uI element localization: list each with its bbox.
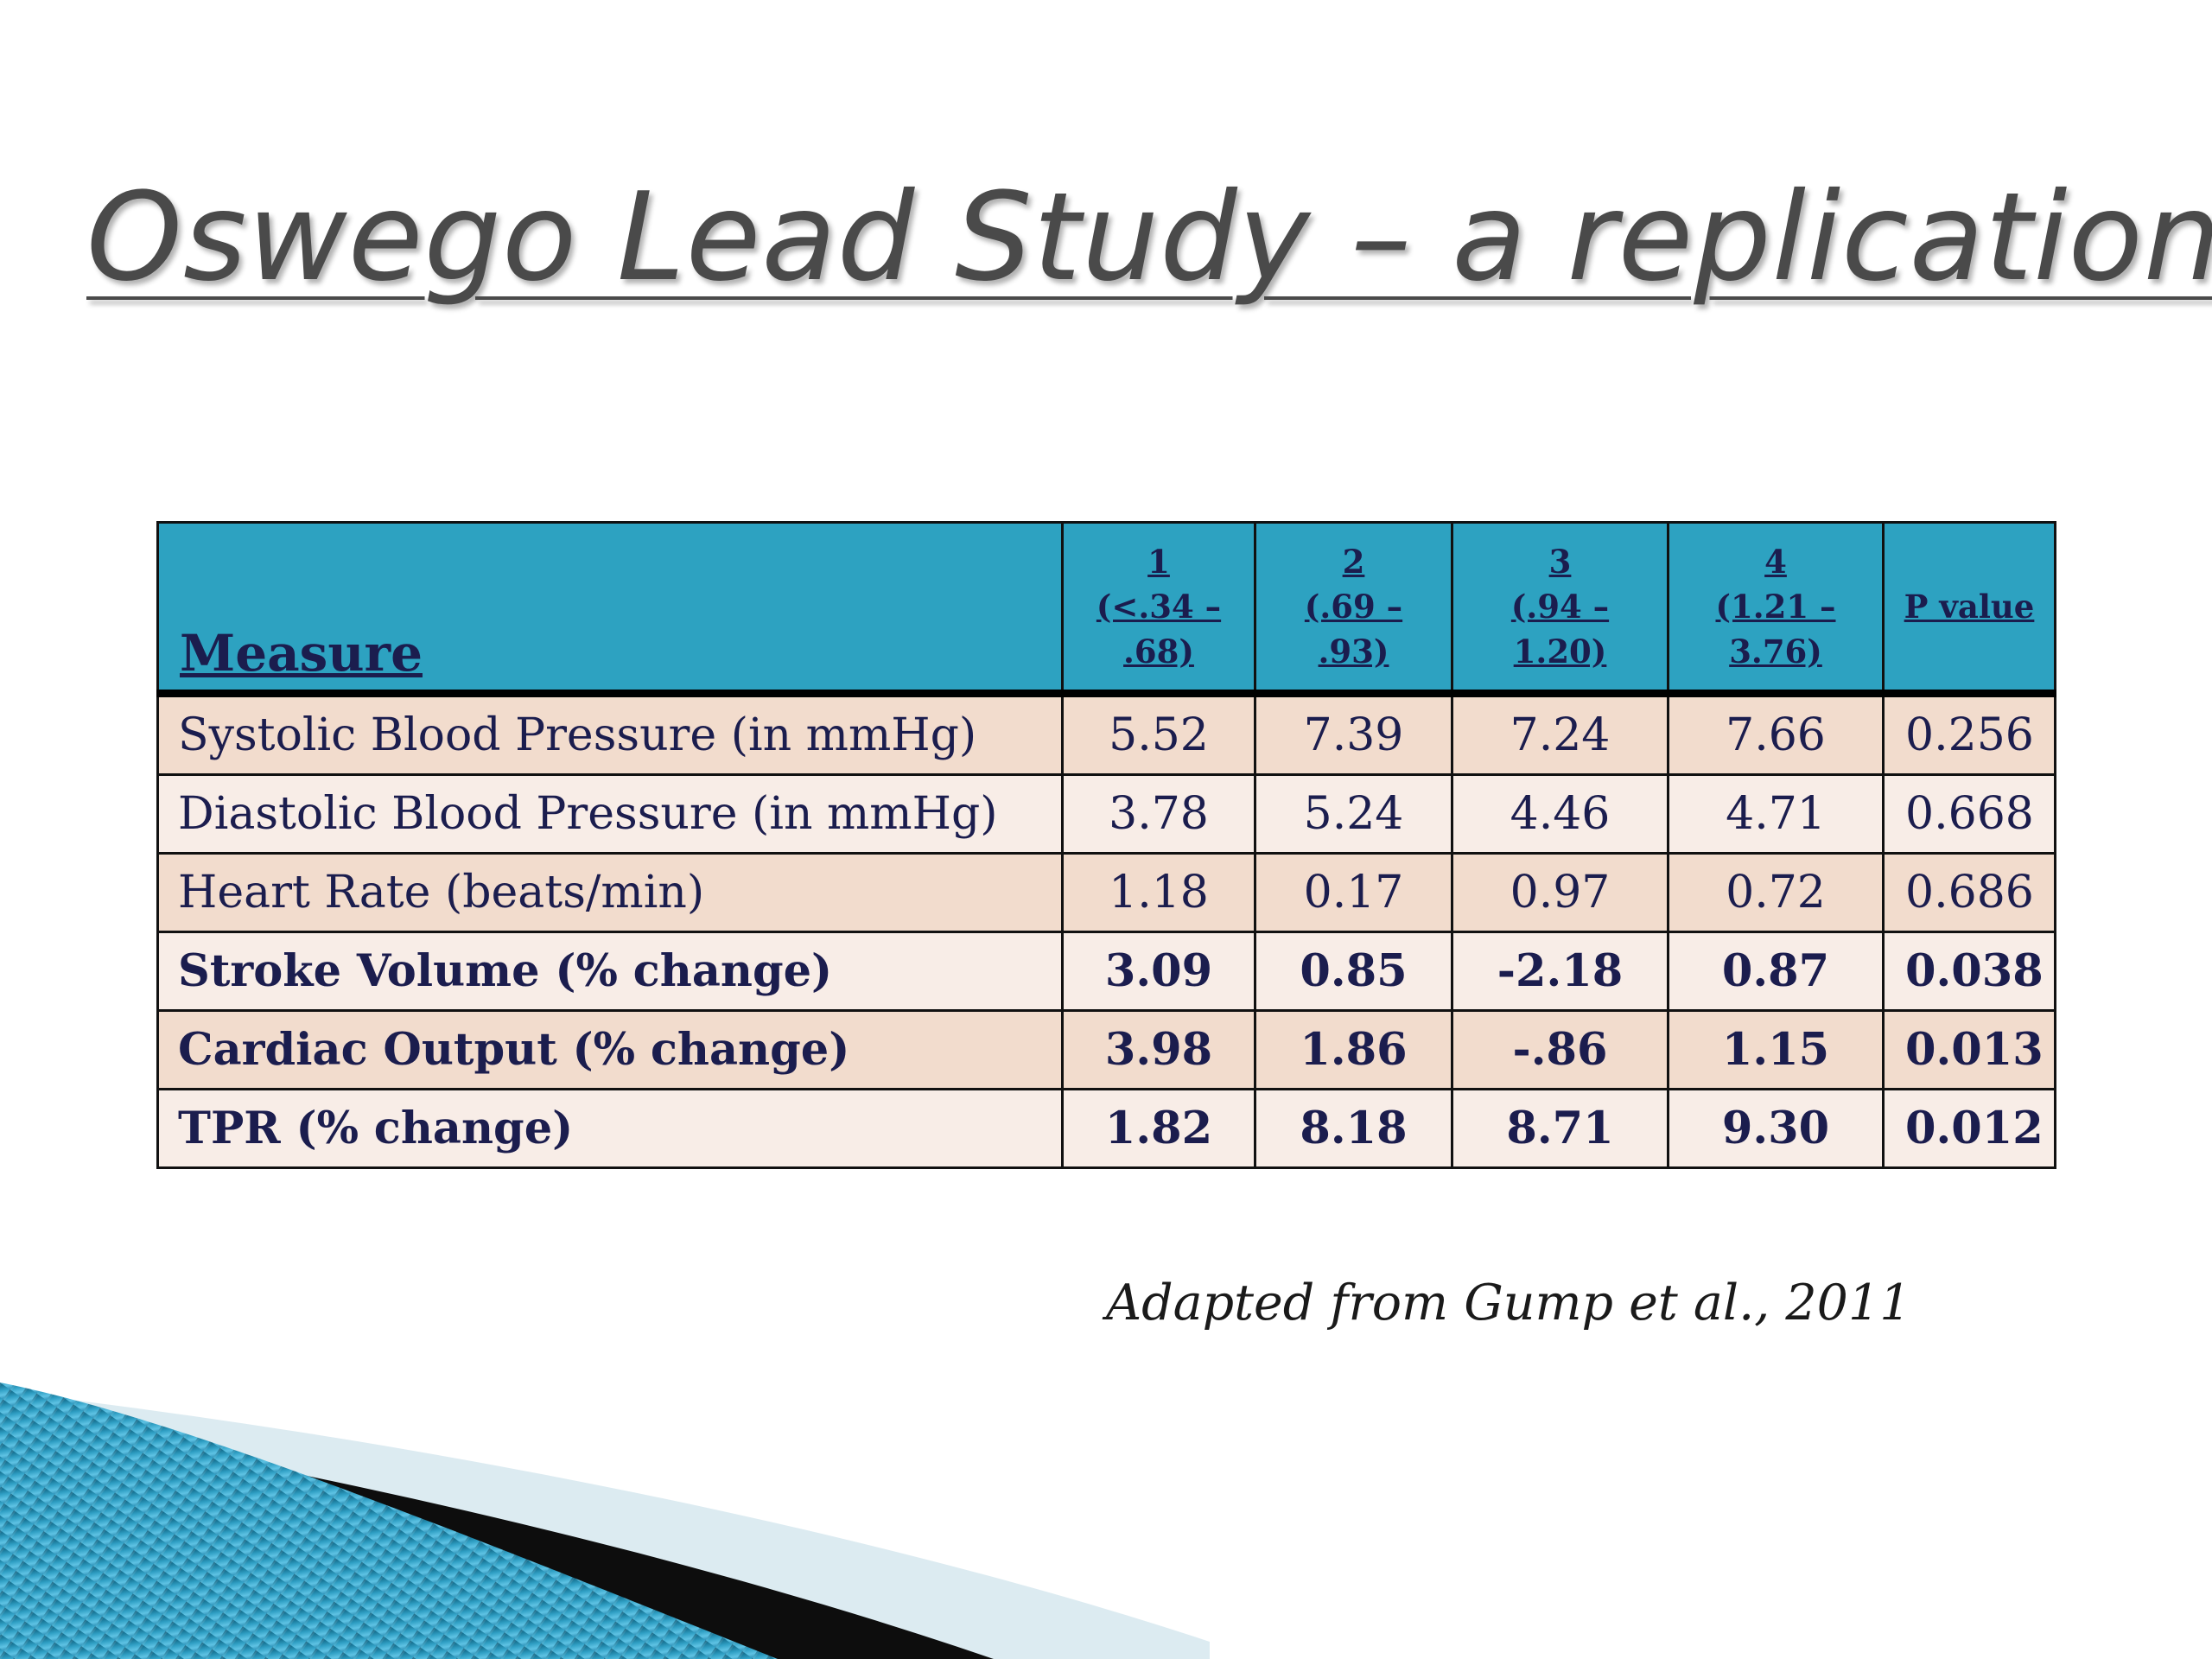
header-quartile-4-range-start: (1.21 – [1715, 588, 1836, 626]
header-quartile-3-number: 3 [1548, 543, 1572, 581]
p-value-cell: 0.256 [1882, 692, 2056, 776]
table-row: Stroke Volume (% change) 3.09 0.85 -2.18… [156, 931, 2056, 1012]
quartile-2-cell: 8.18 [1254, 1088, 1453, 1169]
quartile-3-cell: 4.46 [1451, 773, 1669, 855]
p-value-cell: 0.038 [1882, 931, 2056, 1012]
header-quartile-1-range-end: .68) [1123, 632, 1194, 671]
quartile-2-cell: 0.85 [1254, 931, 1453, 1012]
table-row: TPR (% change) 1.82 8.18 8.71 9.30 0.012 [156, 1088, 2056, 1169]
quartile-3-cell: 0.97 [1451, 852, 1669, 933]
quartile-4-cell: 7.66 [1667, 692, 1885, 776]
p-value-cell: 0.012 [1882, 1088, 2056, 1169]
header-quartile-4-number: 4 [1764, 543, 1787, 581]
header-measure: Measure [156, 521, 1064, 695]
p-value-cell: 0.013 [1882, 1009, 2056, 1090]
quartile-3-cell: -.86 [1451, 1009, 1669, 1090]
quartile-4-cell: 0.87 [1667, 931, 1885, 1012]
header-quartile-4: 4 (1.21 – 3.76) [1667, 521, 1885, 695]
quartile-2-cell: 1.86 [1254, 1009, 1453, 1090]
p-value-cell: 0.668 [1882, 773, 2056, 855]
quartile-4-cell: 1.15 [1667, 1009, 1885, 1090]
slide-title: Oswego Lead Study – a replication! [86, 167, 2212, 308]
quartile-2-cell: 5.24 [1254, 773, 1453, 855]
quartile-1-cell: 3.09 [1061, 931, 1256, 1012]
p-value-cell: 0.686 [1882, 852, 2056, 933]
quartile-2-cell: 0.17 [1254, 852, 1453, 933]
header-measure-label: Measure [180, 624, 423, 683]
quartile-3-cell: -2.18 [1451, 931, 1669, 1012]
header-quartile-1-number: 1 [1147, 543, 1170, 581]
table-row: Heart Rate (beats/min) 1.18 0.17 0.97 0.… [156, 852, 2056, 933]
quartile-4-cell: 9.30 [1667, 1088, 1885, 1169]
quartile-1-cell: 5.52 [1061, 692, 1256, 776]
header-p-value-label: P value [1904, 588, 2035, 626]
table-row: Cardiac Output (% change) 3.98 1.86 -.86… [156, 1009, 2056, 1090]
wave-blue-band [0, 1382, 778, 1659]
quartile-4-cell: 4.71 [1667, 773, 1885, 855]
source-credit: Adapted from Gump et al., 2011 [1106, 1274, 1911, 1332]
header-quartile-4-range-end: 3.76) [1729, 632, 1822, 671]
quartile-1-cell: 1.18 [1061, 852, 1256, 933]
quartile-3-cell: 7.24 [1451, 692, 1669, 776]
header-quartile-2-range-start: (.69 – [1304, 588, 1403, 626]
measure-cell: Stroke Volume (% change) [156, 931, 1064, 1012]
quartile-1-cell: 3.98 [1061, 1009, 1256, 1090]
table-row: Systolic Blood Pressure (in mmHg) 5.52 7… [156, 692, 2056, 776]
header-quartile-2-number: 2 [1342, 543, 1365, 581]
measure-cell: Diastolic Blood Pressure (in mmHg) [156, 773, 1064, 855]
header-quartile-1-range-start: (<.34 – [1096, 588, 1222, 626]
header-quartile-3-range-start: (.94 – [1510, 588, 1610, 626]
quartile-1-cell: 1.82 [1061, 1088, 1256, 1169]
table-row: Diastolic Blood Pressure (in mmHg) 3.78 … [156, 773, 2056, 855]
quartile-2-cell: 7.39 [1254, 692, 1453, 776]
header-quartile-3: 3 (.94 – 1.20) [1451, 521, 1669, 695]
header-quartile-3-range-end: 1.20) [1513, 632, 1607, 671]
header-p-value: P value [1882, 521, 2056, 695]
measure-cell: Cardiac Output (% change) [156, 1009, 1064, 1090]
measure-cell: Heart Rate (beats/min) [156, 852, 1064, 933]
quartile-1-cell: 3.78 [1061, 773, 1256, 855]
measure-cell: Systolic Blood Pressure (in mmHg) [156, 692, 1064, 776]
measure-cell: TPR (% change) [156, 1088, 1064, 1169]
quartile-4-cell: 0.72 [1667, 852, 1885, 933]
header-quartile-2: 2 (.69 – .93) [1254, 521, 1453, 695]
corner-wave-decoration [0, 1382, 1210, 1659]
results-table: Measure 1 (<.34 – .68) 2 (.69 – .93) 3 (… [156, 521, 2056, 1169]
header-quartile-2-range-end: .93) [1318, 632, 1389, 671]
header-quartile-1: 1 (<.34 – .68) [1061, 521, 1256, 695]
table-header-row: Measure 1 (<.34 – .68) 2 (.69 – .93) 3 (… [156, 521, 2056, 695]
quartile-3-cell: 8.71 [1451, 1088, 1669, 1169]
